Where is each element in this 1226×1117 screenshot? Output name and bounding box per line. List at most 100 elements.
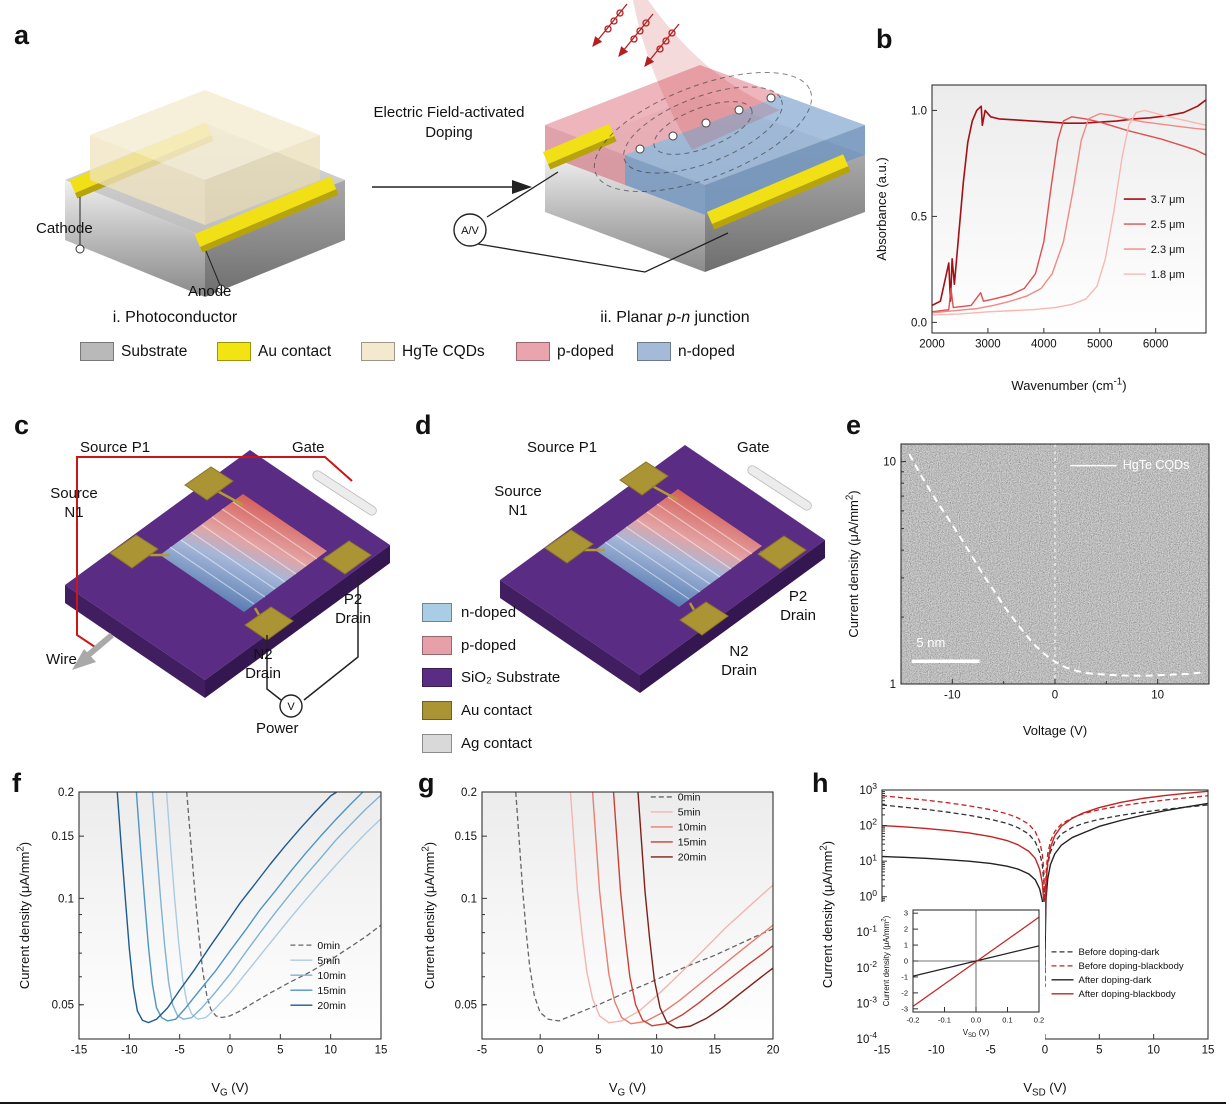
svg-text:4000: 4000 [1031, 339, 1057, 351]
svg-text:0.1: 0.1 [1002, 1016, 1012, 1025]
anode-terminal [216, 284, 226, 294]
au-contact-label: Au contact [258, 342, 332, 360]
tem-iv-panel: -10 0 10 1 10 Voltage (V) Current density (μA/… [845, 428, 1223, 745]
svg-text:10: 10 [1151, 690, 1164, 702]
cathode-terminal [75, 244, 85, 254]
svg-text:-10: -10 [121, 1045, 138, 1057]
bottom-rule [0, 1102, 1226, 1104]
au-contact-bar-anode [194, 176, 339, 253]
hgte-cqds-label: HgTe CQDs [402, 342, 485, 360]
legend-p-doped: p-doped [516, 342, 614, 361]
external-wire-loop [76, 456, 353, 650]
svg-text:-3: -3 [901, 1004, 908, 1013]
svg-text:0: 0 [904, 957, 908, 966]
au-contact-left [542, 123, 617, 170]
d-legend-sio2: SiO₂ Substrate [422, 668, 560, 687]
svg-text:0min: 0min [678, 792, 701, 804]
d-legend-n-doped: n-doped [422, 603, 516, 622]
photon-arrows [592, 3, 680, 68]
panel-label-b: b [876, 24, 893, 54]
svg-text:VG (V): VG (V) [211, 1080, 248, 1097]
d-n2-drain-label: N2 Drain [721, 643, 757, 679]
svg-text:0.0: 0.0 [971, 1016, 981, 1025]
d-gate-label: Gate [737, 439, 770, 456]
svg-text:After doping-dark: After doping-dark [1079, 975, 1152, 986]
legend-substrate: Substrate [80, 342, 187, 361]
svg-text:Current density (μA/mm2): Current density (μA/mm2) [845, 490, 861, 637]
svg-text:Voltage (V): Voltage (V) [1023, 723, 1087, 738]
svg-text:1: 1 [890, 679, 896, 691]
cqd-film [90, 90, 320, 225]
svg-text:Current density (μA/mm2): Current density (μA/mm2) [16, 842, 33, 989]
svg-text:0: 0 [537, 1045, 543, 1057]
svg-text:1.8 μm: 1.8 μm [1151, 269, 1185, 281]
au-contact-swatch [217, 342, 251, 361]
svg-text:5000: 5000 [1087, 339, 1113, 351]
d-au-swatch [422, 701, 452, 720]
ammeter-circle [453, 213, 487, 247]
wire-arrow [72, 632, 114, 670]
iv-log-panel: -15 -10 -5 0 5 10 15 10-4 10-3 10-2 10-1 100 101 102 1… [818, 781, 1220, 1102]
c-wire-label: Wire [46, 651, 77, 668]
d-p-doped-swatch [422, 636, 452, 655]
svg-text:-15: -15 [71, 1045, 88, 1057]
svg-text:15min: 15min [317, 985, 346, 997]
caption-pn-pre: ii. Planar [600, 309, 667, 326]
svg-text:20: 20 [767, 1045, 780, 1057]
svg-text:0.0: 0.0 [911, 317, 927, 329]
cathode-label: Cathode [36, 220, 93, 237]
substrate-swatch [80, 342, 114, 361]
svg-text:-0.2: -0.2 [907, 1016, 920, 1025]
iv-linear-inset-chart: -0.2 -0.1 0.0 0.1 0.2 -3 -2 -1 0 1 2 3 VSD (V) Curren… [881, 902, 1045, 1040]
svg-text:Current density (μA/mm2): Current density (μA/mm2) [421, 842, 438, 989]
svg-text:0.2: 0.2 [58, 787, 74, 799]
n-doped-label: n-doped [678, 342, 735, 360]
svg-text:10-1: 10-1 [857, 923, 878, 939]
d-source-n1-label: Source N1 [494, 483, 542, 519]
svg-text:-15: -15 [874, 1045, 891, 1057]
svg-text:After doping-blackbody: After doping-blackbody [1079, 989, 1176, 1000]
iv-linear-inset: -0.2 -0.1 0.0 0.1 0.2 -3 -2 -1 0 1 2 3 VSD (V) Curren… [881, 902, 1045, 1045]
svg-text:10min: 10min [317, 970, 346, 982]
c-p2-drain-label: P2 Drain [335, 591, 371, 627]
svg-text:15: 15 [1202, 1045, 1215, 1057]
panel-label-g: g [418, 768, 435, 798]
svg-text:0.05: 0.05 [455, 1000, 477, 1012]
svg-text:Before doping-dark: Before doping-dark [1079, 947, 1160, 958]
svg-text:VSD (V): VSD (V) [1023, 1080, 1066, 1097]
meter-wire-1 [486, 171, 559, 218]
d-legend-au: Au contact [422, 701, 532, 720]
svg-text:15: 15 [708, 1045, 721, 1057]
doping-arrow-text: Electric Field-activated Doping [373, 104, 525, 142]
hgte-cqds-swatch [361, 342, 395, 361]
doping-arrow [372, 180, 532, 194]
svg-text:101: 101 [859, 852, 877, 868]
svg-text:Current density (μA/mm2): Current density (μA/mm2) [882, 915, 891, 1006]
substrate-front [545, 155, 705, 272]
panel-label-d: d [415, 410, 432, 440]
svg-text:5min: 5min [317, 955, 340, 967]
svg-text:10: 10 [883, 457, 896, 469]
anode-label: Anode [188, 283, 232, 300]
charge-carriers [635, 93, 776, 154]
svg-text:10-4: 10-4 [857, 1030, 878, 1046]
svg-text:2.5 μm: 2.5 μm [1151, 219, 1185, 231]
svg-text:-1: -1 [901, 972, 908, 981]
svg-text:-10: -10 [928, 1045, 945, 1057]
svg-text:5: 5 [595, 1045, 601, 1057]
svg-text:15: 15 [375, 1045, 388, 1057]
svg-text:0.2: 0.2 [461, 787, 477, 799]
svg-text:0.15: 0.15 [52, 831, 74, 843]
legend-n-doped: n-doped [637, 342, 735, 361]
p-doped-label: p-doped [557, 342, 614, 360]
substrate-side [705, 155, 865, 272]
d-source-p1-label: Source P1 [527, 439, 598, 456]
svg-text:6000: 6000 [1143, 339, 1169, 351]
panel-label-a: a [14, 20, 30, 50]
svg-text:0.1: 0.1 [58, 893, 74, 905]
svg-text:-5: -5 [477, 1045, 487, 1057]
svg-text:0.5: 0.5 [911, 211, 927, 223]
substrate-front [65, 180, 205, 297]
d-ag-label: Ag contact [461, 735, 532, 752]
c-n2-drain-label: N2 Drain [245, 646, 281, 682]
